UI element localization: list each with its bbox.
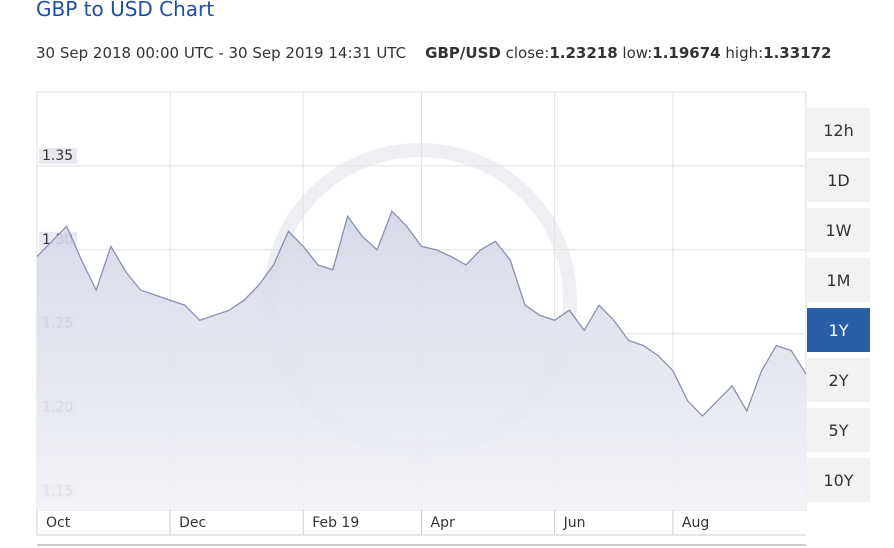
title: GBP to USD Chart	[36, 0, 215, 21]
line	[36, 210, 807, 417]
stat-value: 1.19674	[652, 44, 721, 62]
y-tick-label: 1.35	[42, 148, 73, 164]
x-tick-label: Aug	[682, 515, 709, 531]
x-tick-label: Apr	[431, 515, 455, 531]
range-button[interactable]: 10Y	[807, 458, 870, 502]
stat-value: 1.33172	[763, 44, 832, 62]
stats: close:1.23218 low:1.19674 high:1.33172	[506, 44, 832, 62]
range-button[interactable]: 1Y	[807, 308, 870, 352]
x-tick-label: Oct	[46, 515, 71, 531]
range-buttons: 12h 1D 1W 1M 1Y 2Y 5Y 10Y	[807, 108, 870, 508]
stat-label: close:	[505, 44, 550, 62]
date-range: 30 Sep 2018 00:00 UTC - 30 Sep 2019 14:3…	[36, 44, 407, 62]
x-tick-label: Jun	[563, 515, 586, 531]
range-button[interactable]: 1M	[807, 258, 870, 302]
x-tick-label: Dec	[179, 515, 206, 531]
y-tick-bg	[39, 147, 77, 164]
stat-value: 1.23218	[549, 44, 618, 62]
pair: GBP/USD	[425, 44, 501, 62]
range-button[interactable]: 5Y	[807, 408, 870, 452]
range-button[interactable]: 1D	[807, 158, 870, 202]
stat-label: high:	[725, 44, 764, 62]
x-tick-label: Feb 19	[312, 515, 359, 531]
subtitle: 30 Sep 2018 00:00 UTC - 30 Sep 2019 14:3…	[36, 44, 831, 62]
range-button[interactable]: 12h	[807, 108, 870, 152]
stat-label: low:	[622, 44, 653, 62]
range-button[interactable]: 2Y	[807, 358, 870, 402]
area	[37, 211, 806, 510]
range-button[interactable]: 1W	[807, 208, 870, 252]
